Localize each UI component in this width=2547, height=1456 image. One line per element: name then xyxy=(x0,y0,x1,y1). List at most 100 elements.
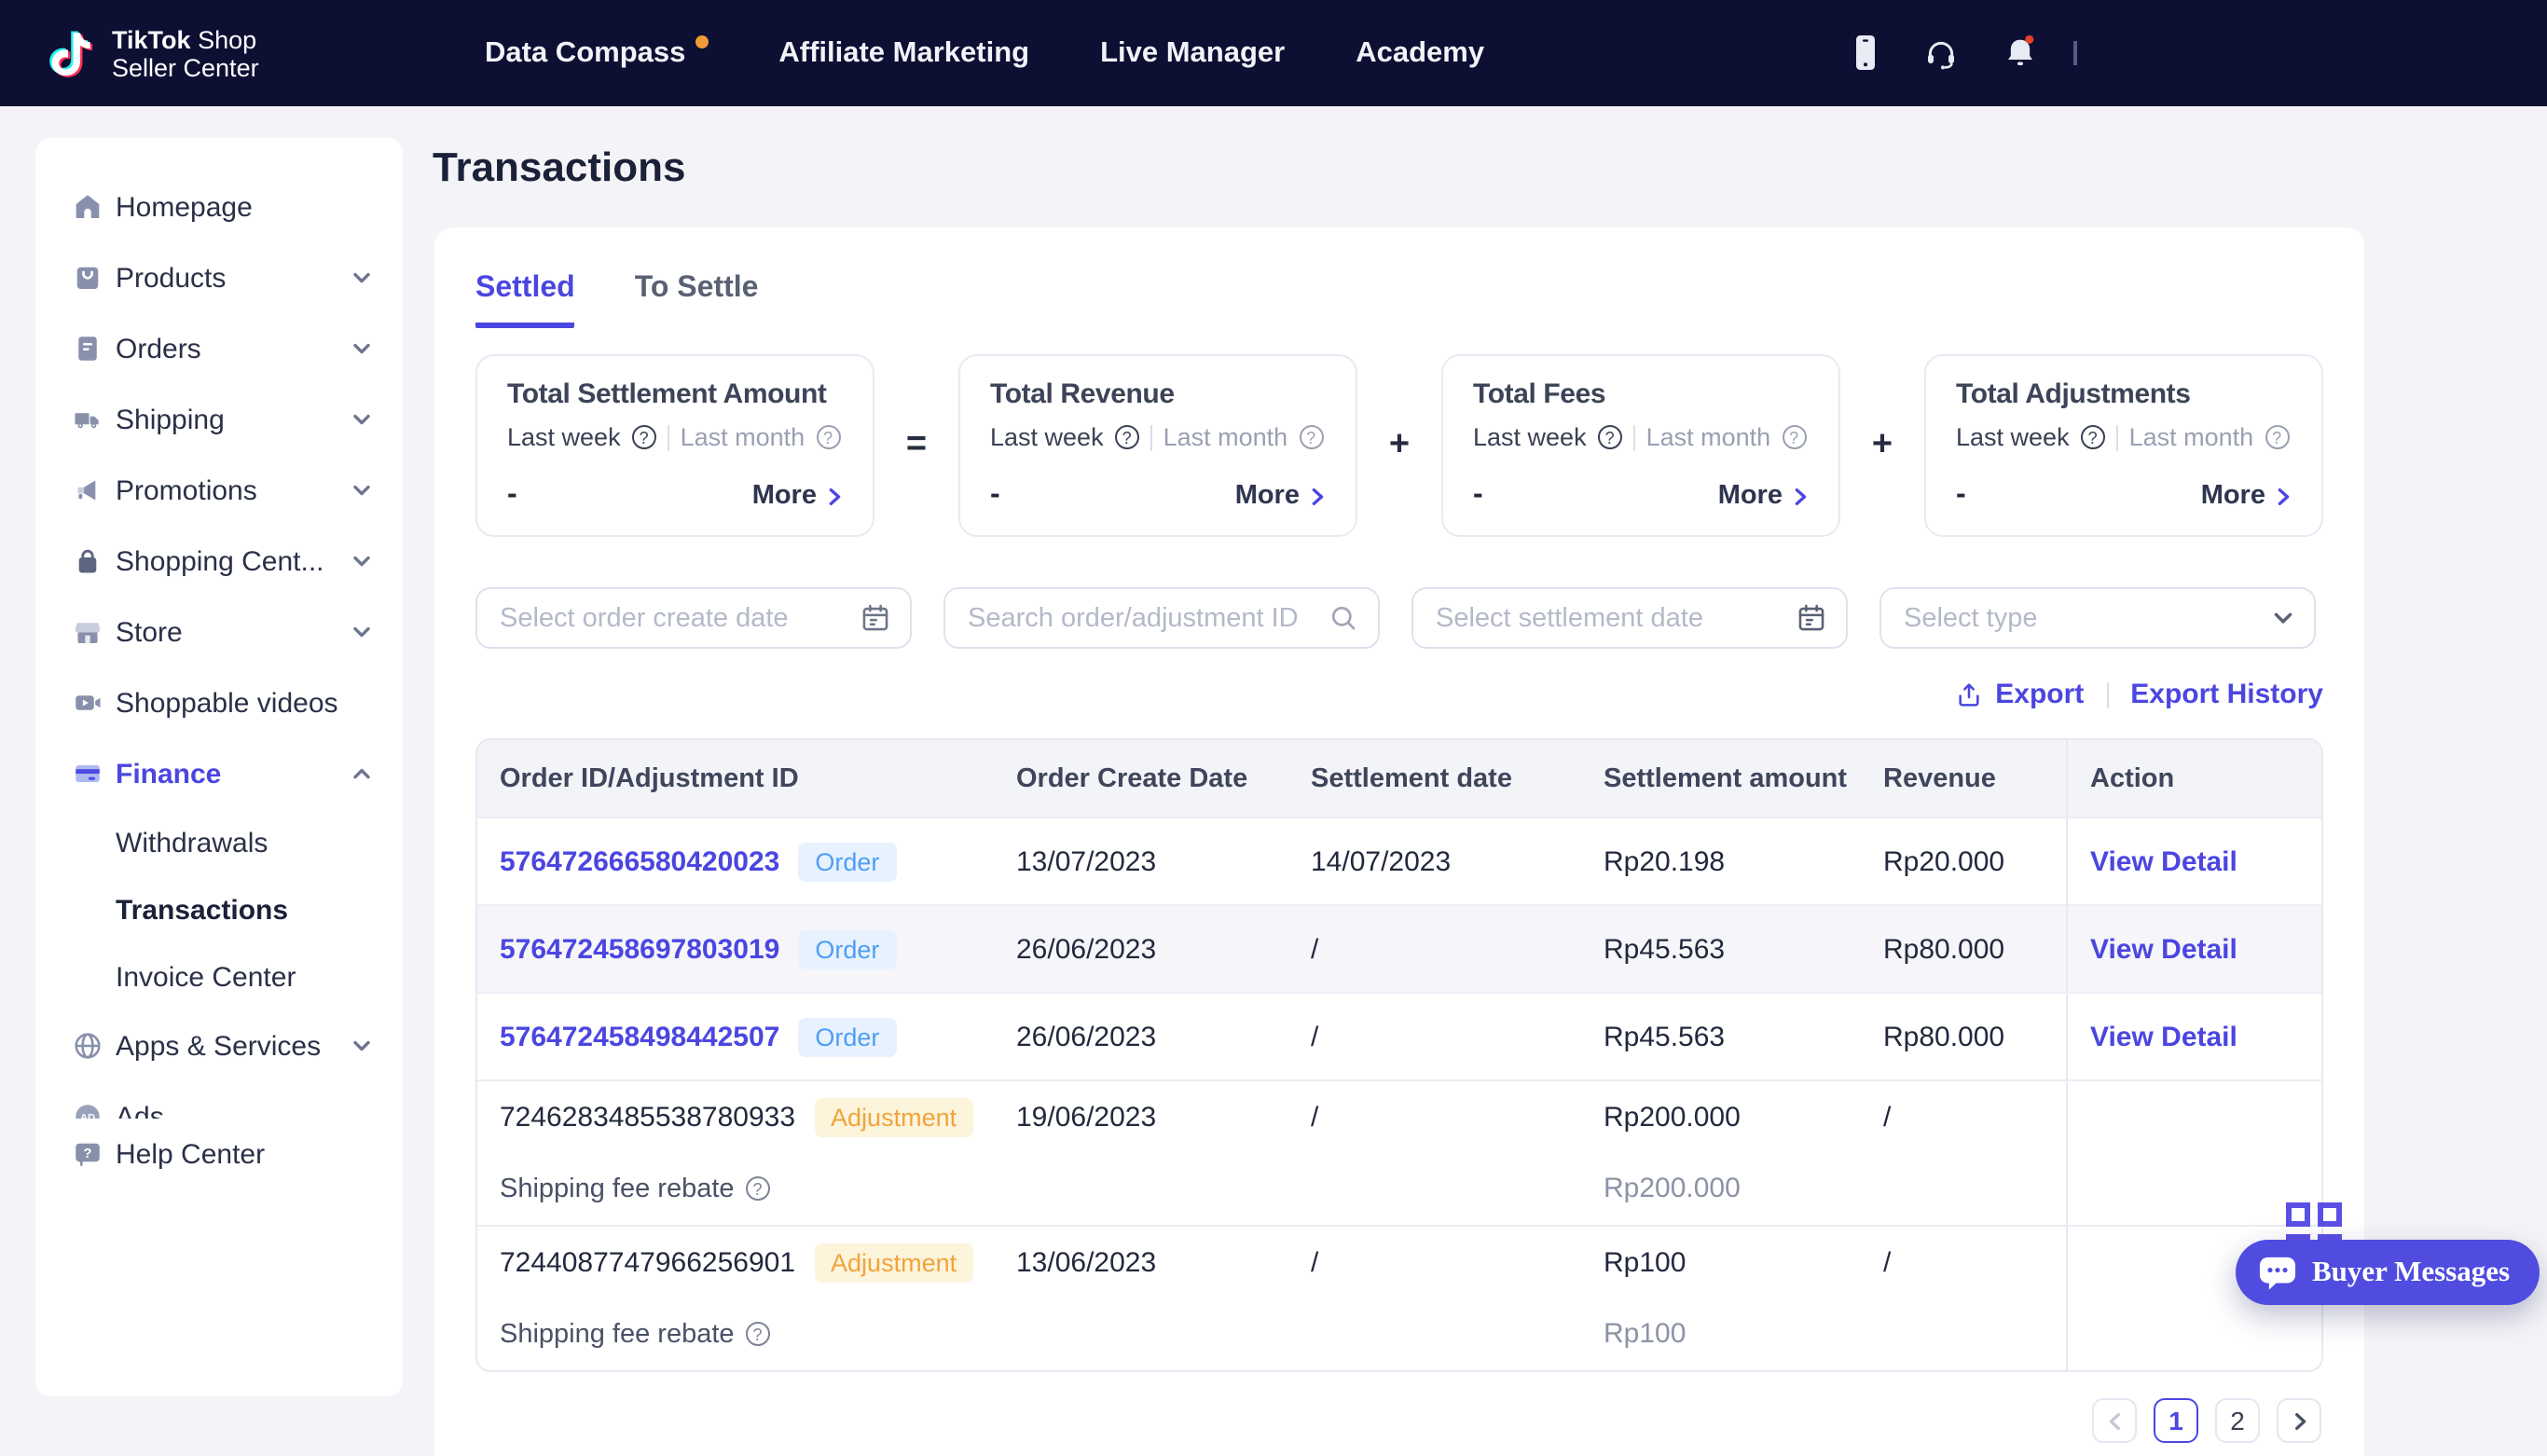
sidebar-item-transactions[interactable]: Transactions xyxy=(35,876,403,943)
col-order-id: Order ID/Adjustment ID xyxy=(477,763,1016,793)
chevron-down-icon xyxy=(351,267,373,289)
sidebar-item-products[interactable]: Products xyxy=(35,242,403,313)
more-link[interactable]: More xyxy=(1235,481,1328,511)
topbar: TikTok Shop Seller Center Data Compass A… xyxy=(0,0,2547,106)
nav-data-compass[interactable]: Data Compass xyxy=(485,35,708,71)
summary-cards-row: Total Settlement Amount Last week ? Last… xyxy=(475,354,2323,537)
question-circle-icon[interactable]: ? xyxy=(2265,425,2289,449)
sidebar-item-help-center[interactable]: ? Help Center xyxy=(35,1119,403,1189)
settlement-date-filter[interactable] xyxy=(1411,587,1848,649)
question-circle-icon[interactable]: ? xyxy=(746,1177,770,1202)
last-month-label: Last month xyxy=(2129,423,2254,451)
last-week-label: Last week xyxy=(507,423,621,451)
sidebar-item-shipping[interactable]: Shipping xyxy=(35,384,403,455)
nav-academy[interactable]: Academy xyxy=(1356,36,1484,70)
type-filter-select[interactable] xyxy=(1879,587,2316,649)
sidebar-item-shopping-center[interactable]: Shopping Cent... xyxy=(35,526,403,597)
search-id-input[interactable] xyxy=(968,603,1328,633)
question-circle-icon[interactable]: ? xyxy=(1782,425,1806,449)
chevron-down-icon xyxy=(351,1035,373,1057)
card-title: Total Settlement Amount xyxy=(507,378,845,410)
card-value: - xyxy=(990,479,1000,513)
next-page-button[interactable] xyxy=(2277,1398,2321,1443)
view-detail-link[interactable]: View Detail xyxy=(2090,845,2237,877)
card-value: - xyxy=(1956,479,1966,513)
sidebar-item-shoppable-videos[interactable]: Shoppable videos xyxy=(35,667,403,738)
tab-to-settle[interactable]: To Settle xyxy=(635,272,759,328)
sidebar-item-finance[interactable]: Finance xyxy=(35,738,403,809)
export-history-link[interactable]: Export History xyxy=(2130,679,2323,710)
sidebar-item-invoice-center[interactable]: Invoice Center xyxy=(35,943,403,1010)
revenue-cell: Rp80.000 xyxy=(1883,933,2066,965)
type-select-input[interactable] xyxy=(1904,603,2271,633)
chevron-right-icon xyxy=(824,486,845,506)
sidebar-item-store[interactable]: Store xyxy=(35,597,403,667)
nav-live-manager[interactable]: Live Manager xyxy=(1100,36,1285,70)
view-detail-link[interactable]: View Detail xyxy=(2090,1021,2237,1052)
equals-operator: = xyxy=(874,354,958,537)
search-icon xyxy=(1328,602,1359,634)
adjustment-sub-amount: Rp200.000 xyxy=(1604,1174,1883,1205)
card-total-adjustments: Total Adjustments Last week ? Last month… xyxy=(1924,354,2323,537)
page-title: Transactions xyxy=(433,144,685,192)
settlement-amount-cell: Rp100 xyxy=(1604,1247,1883,1279)
nav-affiliate-marketing[interactable]: Affiliate Marketing xyxy=(778,36,1029,70)
card-title: Total Adjustments xyxy=(1956,378,2293,410)
buyer-messages-button[interactable]: Buyer Messages xyxy=(2236,1240,2540,1305)
sidebar-item-ads[interactable]: AD Ads xyxy=(35,1081,403,1119)
settlement-date-input[interactable] xyxy=(1436,603,1796,633)
create-date-cell: 26/06/2023 xyxy=(1016,1021,1311,1052)
settlement-amount-cell: Rp20.198 xyxy=(1604,845,1883,877)
action-cell-empty xyxy=(2066,1081,2321,1225)
mobile-app-icon[interactable] xyxy=(1850,34,1881,73)
settlement-amount-cell: Rp200.000 xyxy=(1604,1102,1883,1133)
order-create-date-filter[interactable] xyxy=(475,587,912,649)
sidebar-item-withdrawals[interactable]: Withdrawals xyxy=(35,809,403,876)
order-id-link[interactable]: 576472458498442507 xyxy=(500,1021,779,1052)
col-settlement-amount: Settlement amount xyxy=(1604,763,1883,793)
search-id-filter[interactable] xyxy=(943,587,1380,649)
prev-page-button[interactable] xyxy=(2092,1398,2137,1443)
chevron-down-icon xyxy=(351,621,373,643)
last-month-label: Last month xyxy=(1163,423,1288,451)
tab-settled[interactable]: Settled xyxy=(475,272,575,328)
more-link[interactable]: More xyxy=(2201,481,2293,511)
order-id-link[interactable]: 576472458697803019 xyxy=(500,933,779,965)
order-create-date-input[interactable] xyxy=(500,603,860,633)
calendar-icon xyxy=(1796,602,1827,634)
question-circle-icon[interactable]: ? xyxy=(1299,425,1323,449)
settlement-amount-cell: Rp45.563 xyxy=(1604,933,1883,965)
more-link[interactable]: More xyxy=(1718,481,1810,511)
sidebar-item-apps-services[interactable]: Apps & Services xyxy=(35,1010,403,1081)
question-circle-icon[interactable]: ? xyxy=(2081,425,2105,449)
create-date-cell: 13/07/2023 xyxy=(1016,845,1311,877)
chat-bubble-icon xyxy=(2258,1254,2297,1291)
export-bar: Export Export History xyxy=(475,679,2323,710)
sidebar: Homepage Products Orders Shipping Promot… xyxy=(35,138,403,1396)
card-total-revenue: Total Revenue Last week ? Last month ? -… xyxy=(958,354,1357,537)
headset-support-icon[interactable] xyxy=(1922,34,1960,72)
question-circle-icon[interactable]: ? xyxy=(816,425,840,449)
question-circle-icon[interactable]: ? xyxy=(746,1323,770,1347)
table-row-adjustment: 7246283485538780933Adjustment 19/06/2023… xyxy=(477,1079,2321,1225)
sidebar-item-homepage[interactable]: Homepage xyxy=(35,172,403,242)
page-1-button[interactable]: 1 xyxy=(2154,1398,2198,1443)
store-icon xyxy=(71,615,104,649)
notification-bell-icon[interactable] xyxy=(2001,34,2040,73)
order-id-link[interactable]: 576472666580420023 xyxy=(500,845,779,877)
view-detail-link[interactable]: View Detail xyxy=(2090,933,2237,965)
export-button[interactable]: Export xyxy=(1954,679,2084,710)
card-title: Total Fees xyxy=(1473,378,1810,410)
brand-logo[interactable]: TikTok Shop Seller Center xyxy=(43,0,259,106)
finance-card-icon xyxy=(71,757,104,790)
more-link[interactable]: More xyxy=(752,481,845,511)
brand-text: TikTok Shop Seller Center xyxy=(112,25,259,81)
settlement-date-cell: 14/07/2023 xyxy=(1311,845,1604,877)
question-circle-icon[interactable]: ? xyxy=(1598,425,1622,449)
question-circle-icon[interactable]: ? xyxy=(632,425,656,449)
sidebar-item-promotions[interactable]: Promotions xyxy=(35,455,403,526)
sidebar-item-orders[interactable]: Orders xyxy=(35,313,403,384)
page-2-button[interactable]: 2 xyxy=(2215,1398,2260,1443)
ads-circle-icon: AD xyxy=(71,1100,104,1119)
question-circle-icon[interactable]: ? xyxy=(1115,425,1139,449)
